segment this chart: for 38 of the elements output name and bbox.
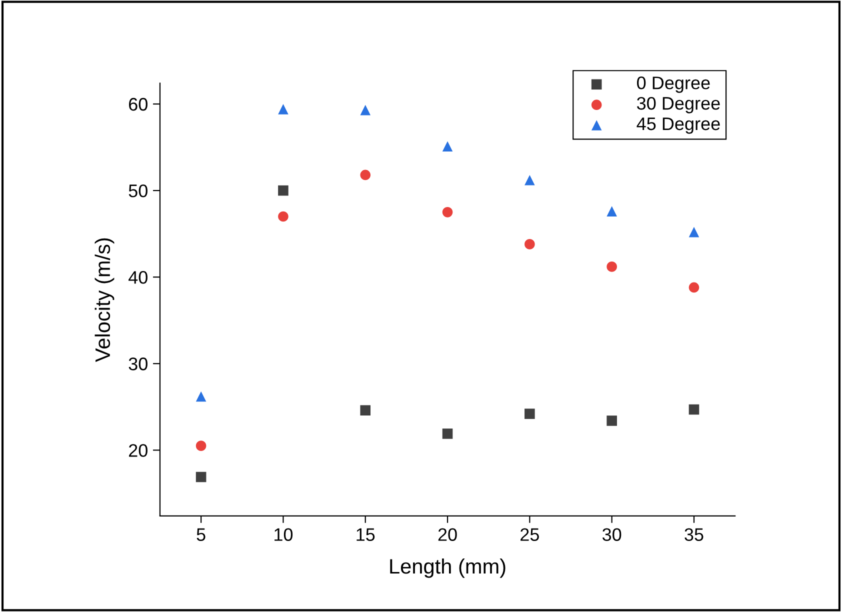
x-axis-title: Length (mm) xyxy=(390,558,506,578)
x-tick-label: 10 xyxy=(274,528,293,541)
point xyxy=(360,104,371,116)
x-tick-label: 35 xyxy=(684,528,704,541)
x-tick-label: 30 xyxy=(602,528,622,541)
point xyxy=(524,175,535,186)
point xyxy=(442,207,453,218)
y-tick-label: 60 xyxy=(129,98,148,111)
point xyxy=(278,185,288,196)
y-tick-label: 50 xyxy=(128,184,148,198)
point xyxy=(278,104,288,114)
legend-label: 30 Degree xyxy=(637,96,720,114)
x-tick-label: 25 xyxy=(520,528,539,541)
point xyxy=(360,170,371,180)
x-tick-label: 20 xyxy=(438,528,457,541)
point xyxy=(606,262,617,272)
point xyxy=(278,211,288,222)
point xyxy=(196,391,206,402)
y-tick-label: 20 xyxy=(129,444,148,457)
point xyxy=(688,226,700,238)
point xyxy=(196,472,206,482)
point xyxy=(606,416,617,426)
point xyxy=(606,206,617,216)
point xyxy=(442,428,453,439)
point xyxy=(442,141,453,152)
point xyxy=(196,440,206,451)
point xyxy=(688,404,700,415)
y-tick-label: 40 xyxy=(128,271,148,284)
x-tick-label: 5 xyxy=(196,528,206,541)
point xyxy=(524,239,535,250)
point xyxy=(524,408,535,419)
x-tick-label: 15 xyxy=(356,528,375,541)
legend-label: 45 Degree xyxy=(636,118,720,134)
point xyxy=(360,405,371,416)
y-tick-label: 30 xyxy=(128,358,148,370)
y-axis-title: Velocity (m/s) xyxy=(94,238,114,362)
legend-label: 0 Degree xyxy=(637,76,710,93)
point xyxy=(688,282,700,293)
